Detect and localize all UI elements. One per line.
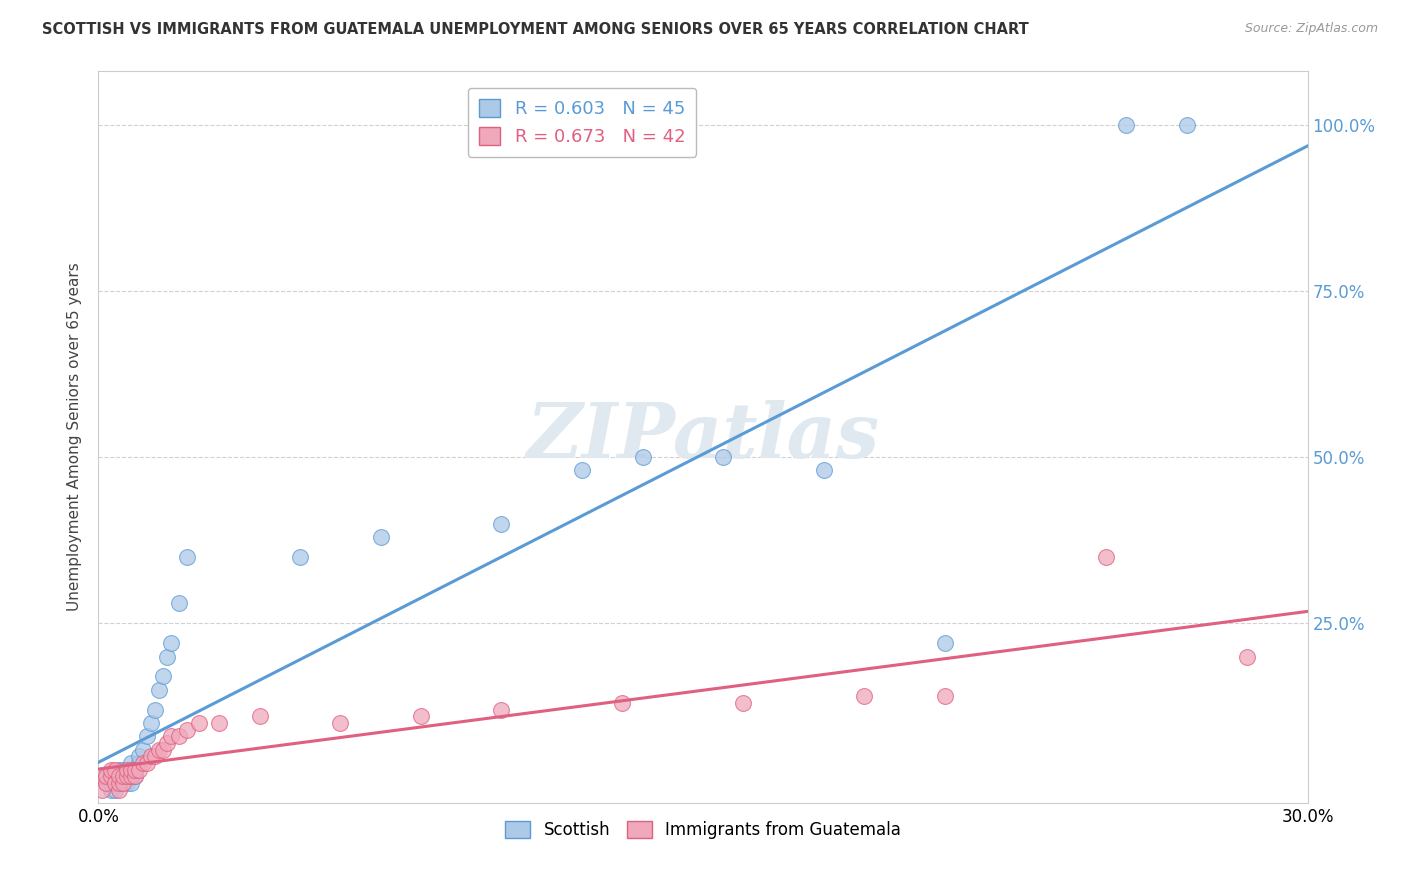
Point: [107, 776, 129, 790]
Point: [120, 763, 142, 777]
Point: [128, 756, 150, 770]
Point: [188, 716, 211, 731]
Point: [111, 769, 134, 783]
Point: [132, 756, 155, 770]
Point: [934, 690, 956, 704]
Legend: Scottish, Immigrants from Guatemala: Scottish, Immigrants from Guatemala: [498, 814, 908, 846]
Point: [249, 709, 271, 723]
Text: SCOTTISH VS IMMIGRANTS FROM GUATEMALA UNEMPLOYMENT AMONG SENIORS OVER 65 YEARS C: SCOTTISH VS IMMIGRANTS FROM GUATEMALA UN…: [42, 22, 1029, 37]
Point: [96, 776, 118, 790]
Point: [132, 742, 155, 756]
Point: [571, 463, 593, 477]
Point: [120, 756, 142, 770]
Y-axis label: Unemployment Among Seniors over 65 years: Unemployment Among Seniors over 65 years: [67, 263, 83, 611]
Point: [115, 763, 138, 777]
Point: [156, 649, 179, 664]
Point: [100, 776, 122, 790]
Point: [91, 769, 114, 783]
Point: [1236, 649, 1258, 664]
Point: [135, 729, 157, 743]
Point: [288, 549, 311, 564]
Point: [100, 769, 122, 783]
Point: [176, 723, 198, 737]
Point: [853, 690, 876, 704]
Point: [111, 769, 134, 783]
Point: [711, 450, 734, 464]
Point: [115, 763, 138, 777]
Point: [103, 769, 125, 783]
Point: [143, 749, 166, 764]
Point: [107, 763, 129, 777]
Point: [128, 749, 150, 764]
Point: [329, 716, 352, 731]
Point: [612, 696, 634, 710]
Point: [139, 749, 162, 764]
Point: [100, 769, 122, 783]
Point: [152, 742, 174, 756]
Point: [124, 763, 146, 777]
Point: [160, 636, 183, 650]
Point: [111, 763, 134, 777]
Text: ZIPatlas: ZIPatlas: [526, 401, 880, 474]
Point: [124, 769, 146, 783]
Point: [115, 769, 138, 783]
Point: [148, 682, 170, 697]
Point: [107, 769, 129, 783]
Point: [491, 516, 513, 531]
Point: [167, 729, 190, 743]
Point: [128, 763, 150, 777]
Point: [120, 769, 142, 783]
Point: [120, 776, 142, 790]
Point: [111, 776, 134, 790]
Point: [107, 769, 129, 783]
Point: [96, 776, 118, 790]
Point: [160, 729, 183, 743]
Point: [100, 782, 122, 797]
Point: [143, 703, 166, 717]
Point: [124, 763, 146, 777]
Point: [96, 769, 118, 783]
Point: [1095, 549, 1118, 564]
Point: [176, 549, 198, 564]
Point: [631, 450, 654, 464]
Point: [111, 776, 134, 790]
Point: [934, 636, 956, 650]
Point: [1115, 118, 1137, 132]
Point: [103, 763, 125, 777]
Text: Source: ZipAtlas.com: Source: ZipAtlas.com: [1244, 22, 1378, 36]
Point: [100, 763, 122, 777]
Point: [370, 530, 392, 544]
Point: [491, 703, 513, 717]
Point: [135, 756, 157, 770]
Point: [115, 769, 138, 783]
Point: [409, 709, 432, 723]
Point: [156, 736, 179, 750]
Point: [107, 782, 129, 797]
Point: [91, 782, 114, 797]
Point: [103, 776, 125, 790]
Point: [103, 776, 125, 790]
Point: [813, 463, 835, 477]
Point: [1175, 118, 1198, 132]
Point: [148, 742, 170, 756]
Point: [91, 769, 114, 783]
Point: [96, 769, 118, 783]
Point: [733, 696, 755, 710]
Point: [152, 669, 174, 683]
Point: [120, 769, 142, 783]
Point: [107, 776, 129, 790]
Point: [167, 596, 190, 610]
Point: [208, 716, 231, 731]
Point: [115, 776, 138, 790]
Point: [103, 782, 125, 797]
Point: [139, 716, 162, 731]
Point: [124, 769, 146, 783]
